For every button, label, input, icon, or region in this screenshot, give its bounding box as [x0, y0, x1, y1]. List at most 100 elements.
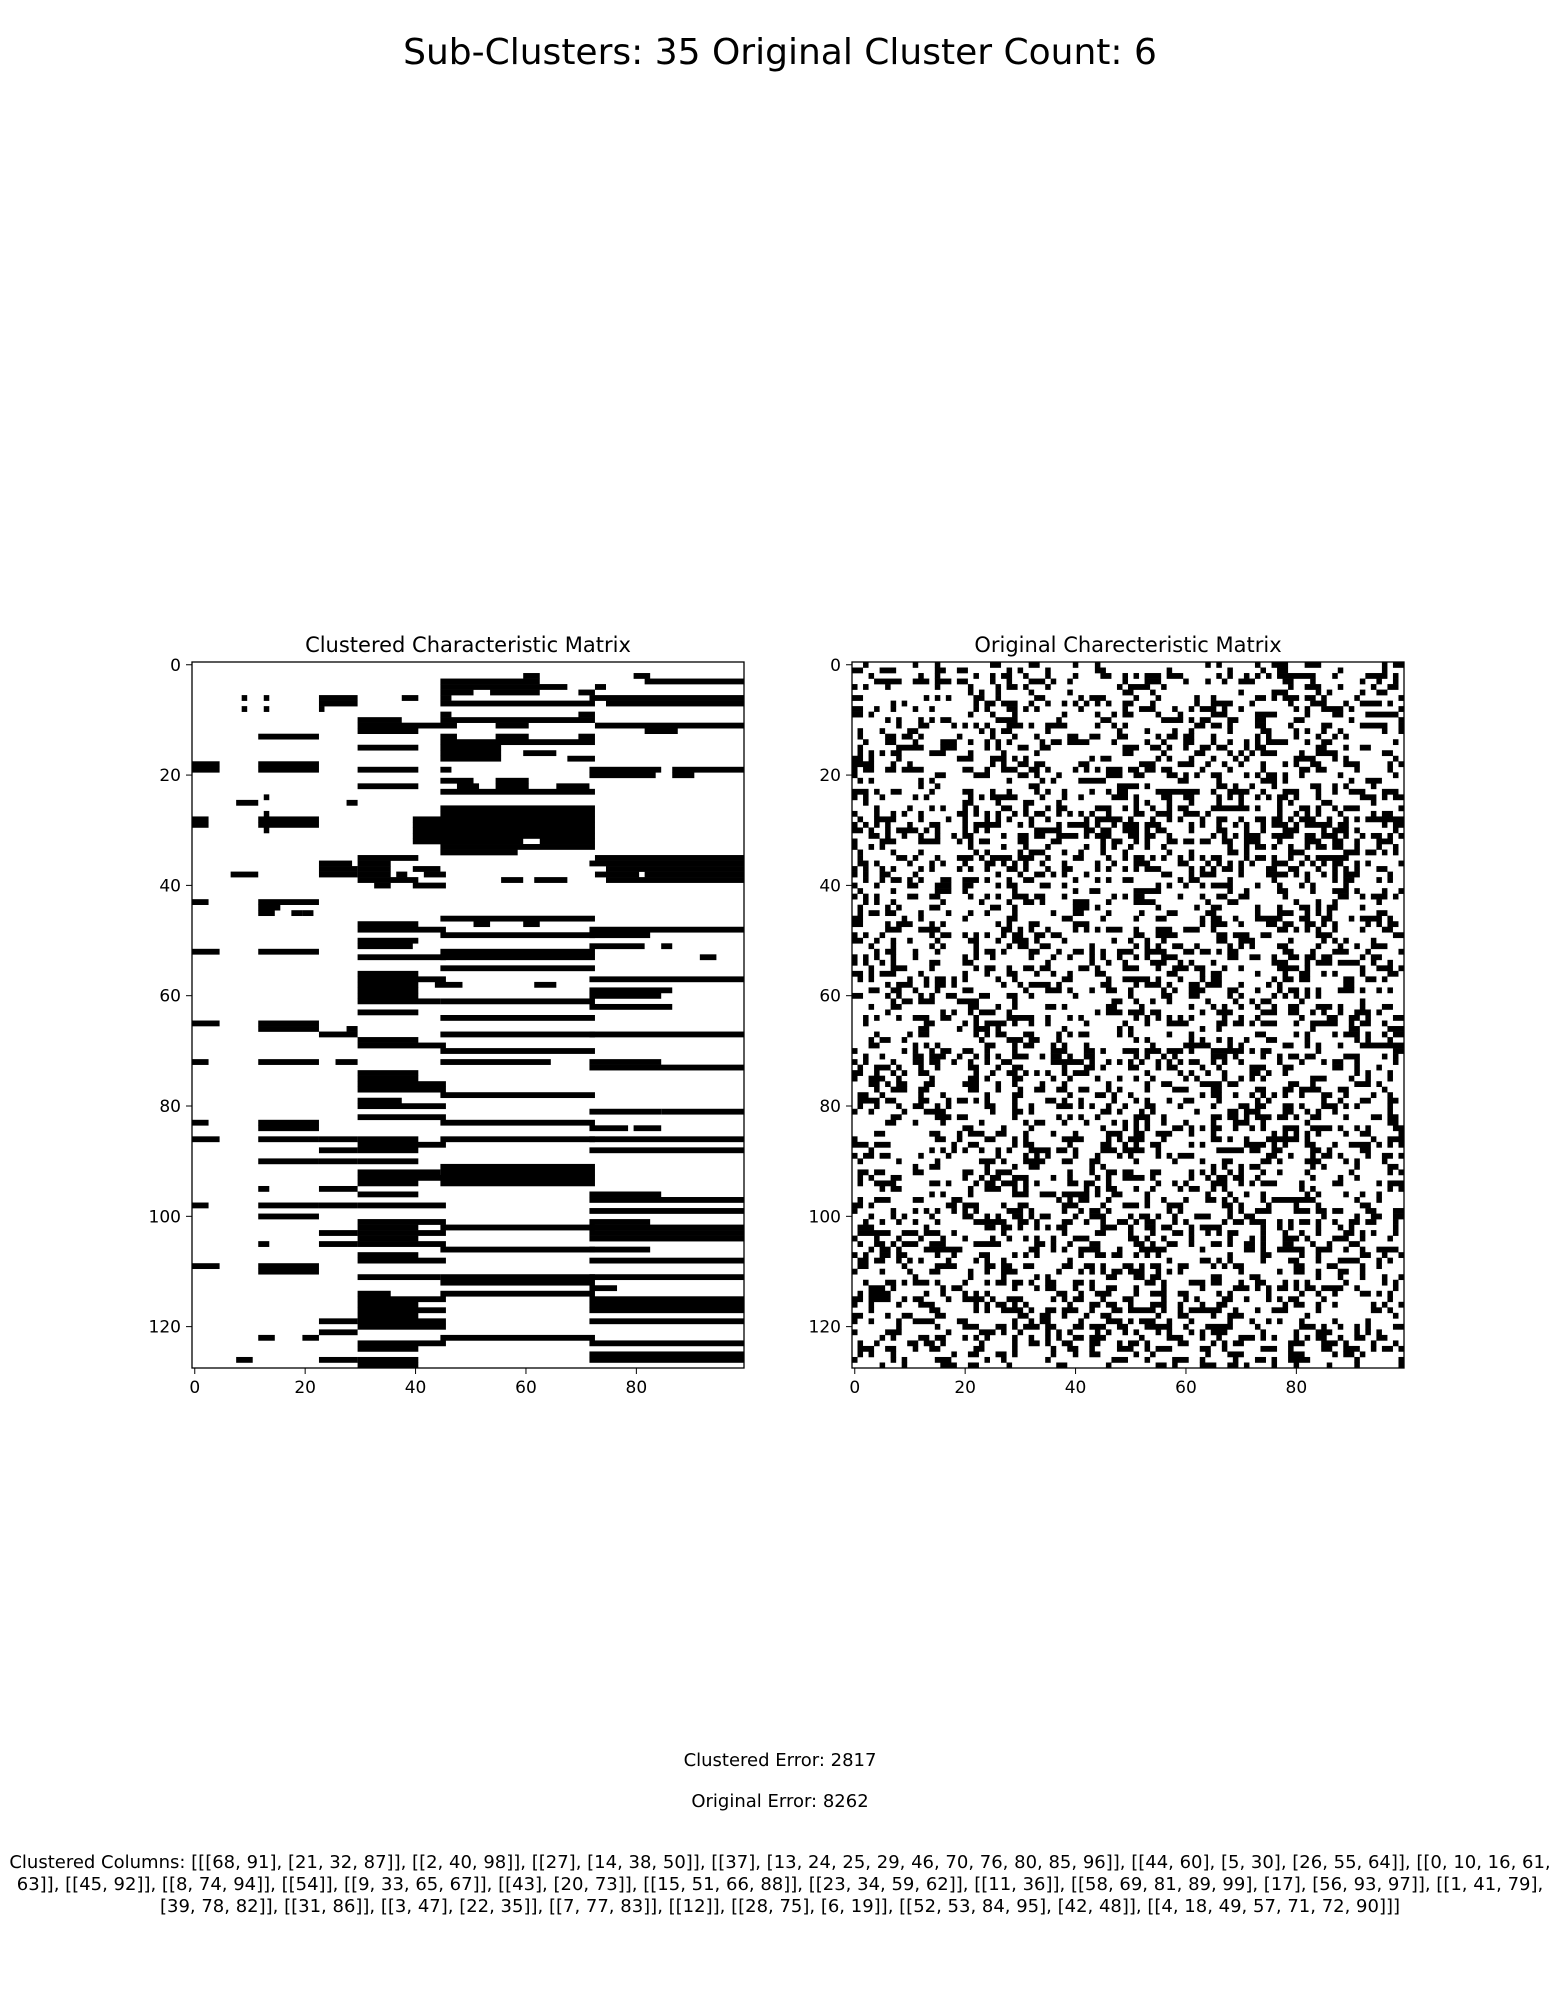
heatmap-cell-run [1083, 1064, 1095, 1071]
heatmap-cell-run [1188, 1185, 1200, 1192]
heatmap-cell-run [1304, 959, 1311, 966]
heatmap-cell-run [1321, 728, 1327, 735]
heatmap-cell-run [1288, 1053, 1300, 1060]
heatmap-cell-run [1067, 733, 1079, 740]
heatmap-cell-run [962, 954, 968, 961]
heatmap-cell-run [1122, 750, 1134, 757]
heatmap-cell-run [1337, 1009, 1344, 1016]
heatmap-cell-run [1161, 750, 1167, 757]
heatmap-cell-run [1232, 998, 1239, 1005]
heatmap-cell-run [1012, 1252, 1018, 1258]
heatmap-cell-run [1111, 1307, 1123, 1314]
heatmap-cell-run [901, 915, 908, 922]
heatmap-cell-run [1006, 1070, 1018, 1076]
heatmap-cell-run [901, 1263, 908, 1270]
heatmap-cell-run [1133, 866, 1140, 872]
heatmap-cell-run [857, 1097, 880, 1104]
heatmap-cell-run [357, 1169, 441, 1176]
heatmap-cell-run [1221, 866, 1233, 872]
x-tick-label: 20 [294, 1378, 316, 1398]
heatmap-cell-run [1122, 1048, 1140, 1054]
heatmap-cell-run [890, 706, 897, 712]
heatmap-cell-run [1260, 761, 1266, 768]
heatmap-cell-run [1370, 1136, 1377, 1143]
heatmap-cell-run [940, 1290, 946, 1297]
heatmap-cell-run [1277, 673, 1316, 679]
heatmap-cell-run [1210, 1086, 1222, 1093]
heatmap-cell-run [1238, 1103, 1250, 1110]
heatmap-cell-run [1023, 1141, 1035, 1148]
heatmap-cell-run [318, 1031, 358, 1038]
heatmap-cell-run [1359, 954, 1366, 961]
heatmap-cell-run [1111, 1356, 1128, 1363]
heatmap-cell-run [1392, 1213, 1404, 1220]
heatmap-cell-run [1343, 1092, 1349, 1099]
heatmap-cell-run [1017, 838, 1029, 845]
heatmap-cell-run [1332, 1351, 1338, 1358]
heatmap-cell-run [1348, 1241, 1360, 1247]
heatmap-cell-run [1177, 1185, 1184, 1192]
heatmap-cell-run [1310, 1009, 1316, 1016]
heatmap-cell-run [923, 1020, 935, 1027]
heatmap-cell-run [896, 717, 902, 723]
heatmap-cell-run [1067, 1075, 1073, 1082]
clustered-matrix-frame [191, 661, 745, 1369]
heatmap-cell-run [1116, 954, 1123, 961]
heatmap-cell-run [1337, 1334, 1344, 1341]
heatmap-cell-run [995, 1323, 1007, 1330]
heatmap-cell-run [1288, 1219, 1294, 1225]
heatmap-cell-run [589, 1125, 629, 1132]
heatmap-cell-run [852, 1301, 858, 1308]
heatmap-cell-run [1232, 1119, 1250, 1126]
heatmap-cell-run [1039, 1081, 1046, 1088]
heatmap-cell-run [1061, 866, 1073, 872]
heatmap-cell-run [1194, 1108, 1200, 1115]
heatmap-cell-run [258, 1136, 319, 1143]
heatmap-cell-run [440, 678, 540, 685]
heatmap-cell-run [1045, 1224, 1051, 1231]
heatmap-cell-run [929, 1307, 941, 1314]
heatmap-cell-run [929, 866, 935, 872]
heatmap-cell-run [1028, 1208, 1035, 1214]
heatmap-cell-run [1304, 954, 1316, 961]
heatmap-cell-run [1078, 1252, 1084, 1258]
heatmap-cell-run [1315, 689, 1322, 696]
heatmap-cell-run [962, 1169, 974, 1176]
heatmap-cell-run [1277, 799, 1283, 806]
heatmap-cell-run [1188, 755, 1195, 762]
heatmap-cell-run [589, 1197, 744, 1203]
heatmap-cell-run [1128, 1230, 1134, 1236]
heatmap-cell-run [1139, 1263, 1145, 1270]
heatmap-cell-run [1293, 821, 1300, 828]
heatmap-cell-run [1017, 1329, 1024, 1336]
heatmap-cell-run [929, 860, 935, 867]
heatmap-cell-run [984, 1163, 990, 1170]
heatmap-cell-run [258, 766, 319, 773]
heatmap-cell-run [1398, 1169, 1404, 1176]
heatmap-cell-run [1199, 893, 1206, 900]
heatmap-cell-run [852, 1108, 858, 1115]
heatmap-cell-run [1089, 1103, 1095, 1110]
heatmap-cell-run [1161, 937, 1167, 944]
heatmap-cell-run [1116, 1246, 1123, 1253]
heatmap-cell-run [1210, 1279, 1222, 1286]
heatmap-cell-run [1293, 1114, 1300, 1121]
heatmap-cell-run [1177, 1208, 1184, 1214]
heatmap-cell-run [1370, 959, 1377, 966]
heatmap-cell-run [962, 932, 968, 939]
heatmap-cell-run [1039, 1312, 1051, 1319]
heatmap-cell-run [1133, 1241, 1145, 1247]
heatmap-cell-run [1034, 1274, 1040, 1281]
heatmap-cell-run [934, 987, 941, 994]
heatmap-cell-run [868, 1037, 875, 1043]
heatmap-cell-run [1166, 1318, 1173, 1325]
heatmap-cell-run [1348, 1015, 1360, 1021]
heatmap-cell-run [973, 1015, 979, 1021]
heatmap-cell-run [1083, 871, 1090, 878]
heatmap-cell-run [1337, 684, 1344, 690]
heatmap-cell-run [1177, 1015, 1184, 1021]
heatmap-cell-run [918, 1334, 930, 1341]
heatmap-cell-run [1260, 1257, 1266, 1264]
heatmap-cell-run [1387, 871, 1393, 878]
heatmap-cell-run [1067, 1114, 1073, 1121]
